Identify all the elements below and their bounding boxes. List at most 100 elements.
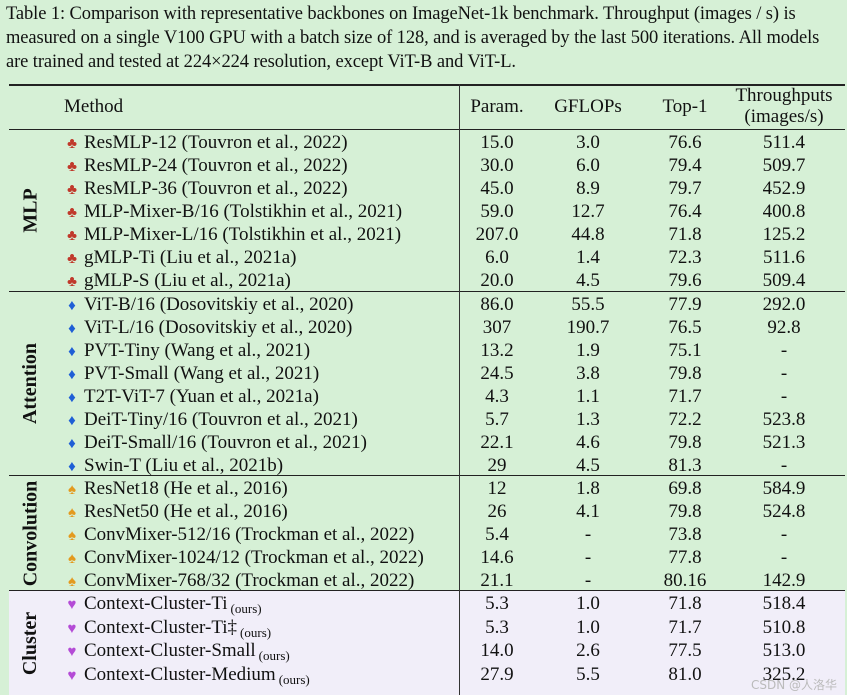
gflops-cell: 8.9 bbox=[576, 178, 600, 199]
method-cell: ♠ ConvMixer-512/16 (Trockman et al., 2022… bbox=[64, 523, 414, 548]
method-name: Context-Cluster-Ti‡ bbox=[84, 616, 238, 638]
param-cell: 5.3 bbox=[485, 593, 509, 614]
gflops-cell: 1.1 bbox=[576, 386, 600, 407]
table-row: ♦ ViT-L/16 (Dosovitskiy et al., 2020) 307 1… bbox=[9, 316, 845, 339]
spade-icon: ♠ bbox=[68, 505, 76, 521]
param-cell: 14.6 bbox=[480, 547, 514, 568]
header-throughputs: Throughputs (images/s) bbox=[729, 85, 839, 127]
spade-icon: ♠ bbox=[68, 528, 76, 544]
watermark: CSDN @人洛华 bbox=[750, 678, 837, 692]
gflops-cell: 3.0 bbox=[576, 132, 600, 153]
ours-tag: (ours) bbox=[230, 601, 262, 616]
method-cell: ♦ DeiT-Tiny/16 (Touvron et al., 2021) bbox=[64, 408, 358, 433]
method-name: DeiT-Tiny/16 (Touvron et al., 2021) bbox=[84, 409, 358, 430]
spade-icon: ♠ bbox=[68, 482, 76, 498]
method-name: gMLP-S (Liu et al., 2021a) bbox=[84, 270, 291, 291]
method-cell: ♦ ViT-L/16 (Dosovitskiy et al., 2020) bbox=[64, 316, 352, 341]
method-cell: ♥ Context-Cluster-Small (ours) bbox=[64, 639, 290, 667]
group-rule-3 bbox=[9, 590, 845, 591]
table-row: ♦ T2T-ViT-7 (Yuan et al., 2021a) 4.3 1.1 71.… bbox=[9, 385, 845, 408]
club-icon: ♣ bbox=[67, 251, 77, 267]
header-throughputs-unit: (images/s) bbox=[744, 106, 824, 127]
gflops-cell: 1.9 bbox=[576, 340, 600, 361]
method-cell: ♣ gMLP-S (Liu et al., 2021a) bbox=[64, 269, 291, 294]
method-name: ResMLP-24 (Touvron et al., 2022) bbox=[84, 155, 348, 176]
param-cell: 5.4 bbox=[485, 524, 509, 545]
gflops-cell: 4.5 bbox=[576, 455, 600, 476]
table-row: ♣ MLP-Mixer-B/16 (Tolstikhin et al., 2021… bbox=[9, 200, 845, 223]
top1-cell: 76.4 bbox=[668, 201, 702, 222]
throughput-cell: 518.4 bbox=[762, 593, 806, 614]
method-cell: ♣ ResMLP-24 (Touvron et al., 2022) bbox=[64, 154, 348, 179]
throughput-cell: - bbox=[780, 455, 788, 476]
top1-cell: 73.8 bbox=[668, 524, 702, 545]
param-cell: 59.0 bbox=[480, 201, 514, 222]
method-cell: ♦ T2T-ViT-7 (Yuan et al., 2021a) bbox=[64, 385, 319, 410]
method-cell: ♠ ConvMixer-768/32 (Trockman et al., 2022… bbox=[64, 569, 414, 594]
method-name: MLP-Mixer-L/16 (Tolstikhin et al., 2021) bbox=[84, 224, 402, 245]
method-cell: ♥ Context-Cluster-Medium (ours) bbox=[64, 663, 310, 691]
comparison-table: Method Param. GFLOPs Top-1 Throughputs (… bbox=[9, 84, 845, 695]
method-cell: ♦ PVT-Small (Wang et al., 2021) bbox=[64, 362, 319, 387]
throughput-cell: 524.8 bbox=[762, 501, 806, 522]
method-cell: ♥ Context-Cluster-Ti (ours) bbox=[64, 592, 262, 620]
table-row: ♣ gMLP-S (Liu et al., 2021a) 20.0 4.5 79.6 50… bbox=[9, 269, 845, 292]
ours-tag: (ours) bbox=[278, 671, 310, 687]
param-cell: 21.1 bbox=[480, 570, 514, 591]
table-row: ♦ ViT-B/16 (Dosovitskiy et al., 2020) 86.0… bbox=[9, 293, 845, 316]
param-cell: 6.0 bbox=[485, 247, 509, 268]
top1-cell: 81.3 bbox=[668, 455, 702, 476]
table-row: ♥ Context-Cluster-Medium (ours) 27.9 5.5 81.0… bbox=[9, 663, 845, 687]
club-icon: ♣ bbox=[67, 159, 77, 175]
gflops-cell: 12.7 bbox=[571, 201, 605, 222]
gflops-cell: 190.7 bbox=[566, 317, 610, 338]
top1-cell: 71.8 bbox=[668, 224, 702, 245]
param-cell: 14.0 bbox=[480, 640, 514, 661]
table-row: ♥ Context-Cluster-Small (ours) 14.0 2.6 77.5 5… bbox=[9, 639, 845, 663]
throughput-cell: 292.0 bbox=[762, 294, 806, 315]
method-cell: ♦ Swin-T (Liu et al., 2021b) bbox=[64, 454, 283, 479]
gflops-cell: 6.0 bbox=[576, 155, 600, 176]
top1-cell: 75.1 bbox=[668, 340, 702, 361]
diamond-icon: ♦ bbox=[68, 390, 76, 406]
param-cell: 26 bbox=[487, 501, 507, 522]
diamond-icon: ♦ bbox=[68, 298, 76, 314]
gflops-cell: 3.8 bbox=[576, 363, 600, 384]
throughput-cell: 452.9 bbox=[762, 178, 806, 199]
table-row: ♣ gMLP-Ti (Liu et al., 2021a) 6.0 1.4 72.3 51… bbox=[9, 246, 845, 269]
method-cell: ♣ ResMLP-36 (Touvron et al., 2022) bbox=[64, 177, 348, 202]
top1-cell: 79.8 bbox=[668, 432, 702, 453]
param-cell: 86.0 bbox=[480, 294, 514, 315]
table-row: ♥ Context-Cluster-Ti‡ (ours) 5.3 1.0 71.7 510.… bbox=[9, 616, 845, 640]
top1-cell: 71.7 bbox=[668, 616, 702, 638]
group-rule-1 bbox=[9, 291, 845, 292]
top1-cell: 81.0 bbox=[668, 663, 702, 685]
method-cell: ♦ PVT-Tiny (Wang et al., 2021) bbox=[64, 339, 310, 364]
heart-icon: ♥ bbox=[67, 667, 77, 684]
param-cell: 45.0 bbox=[480, 178, 514, 199]
top1-cell: 72.2 bbox=[668, 409, 702, 430]
method-name: PVT-Small (Wang et al., 2021) bbox=[84, 363, 320, 384]
gflops-cell: 55.5 bbox=[571, 294, 605, 315]
method-name: Swin-T (Liu et al., 2021b) bbox=[84, 455, 284, 476]
table-row: ♠ ConvMixer-768/32 (Trockman et al., 2022… bbox=[9, 569, 845, 592]
ours-highlight bbox=[9, 590, 845, 695]
gflops-cell: 4.5 bbox=[576, 270, 600, 291]
method-cell: ♣ gMLP-Ti (Liu et al., 2021a) bbox=[64, 246, 296, 271]
top1-cell: 79.4 bbox=[668, 155, 702, 176]
diamond-icon: ♦ bbox=[68, 344, 76, 360]
method-cell: ♠ ResNet18 (He et al., 2016) bbox=[64, 477, 288, 502]
throughput-cell: 521.3 bbox=[762, 432, 806, 453]
top1-cell: 77.5 bbox=[668, 640, 702, 661]
ours-tag: (ours) bbox=[258, 648, 290, 663]
param-cell: 5.7 bbox=[485, 409, 509, 430]
diamond-icon: ♦ bbox=[68, 321, 76, 337]
gflops-cell: 1.0 bbox=[576, 593, 600, 614]
throughput-cell: 125.2 bbox=[762, 224, 806, 245]
method-cell: ♣ MLP-Mixer-L/16 (Tolstikhin et al., 2021… bbox=[64, 223, 401, 248]
method-cell: ♦ DeiT-Small/16 (Touvron et al., 2021) bbox=[64, 431, 367, 456]
throughput-cell: 511.4 bbox=[762, 132, 806, 153]
table-row: ♦ PVT-Tiny (Wang et al., 2021) 13.2 1.9 75.1… bbox=[9, 339, 845, 362]
club-icon: ♣ bbox=[67, 182, 77, 198]
top1-cell: 76.5 bbox=[668, 317, 702, 338]
